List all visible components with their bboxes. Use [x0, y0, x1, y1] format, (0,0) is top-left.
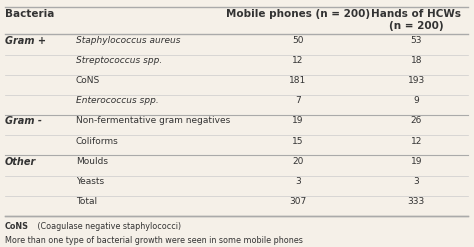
Text: Other: Other — [5, 157, 36, 167]
Text: Staphylococcus aureus: Staphylococcus aureus — [76, 36, 180, 45]
Text: 7: 7 — [295, 96, 301, 105]
Text: 19: 19 — [292, 116, 304, 125]
Text: Gram -: Gram - — [5, 116, 42, 126]
Text: 18: 18 — [410, 56, 422, 65]
Text: Hands of HCWs
(n = 200): Hands of HCWs (n = 200) — [371, 9, 461, 31]
Text: 53: 53 — [410, 36, 422, 45]
Text: (Coagulase negative staphylococci): (Coagulase negative staphylococci) — [36, 222, 182, 231]
Text: 50: 50 — [292, 36, 304, 45]
Text: 19: 19 — [410, 157, 422, 166]
Text: CoNS: CoNS — [76, 76, 100, 85]
Text: 20: 20 — [292, 157, 304, 166]
Text: 15: 15 — [292, 137, 304, 145]
Text: 3: 3 — [413, 177, 419, 186]
Text: Gram +: Gram + — [5, 36, 46, 46]
Text: 333: 333 — [408, 197, 425, 206]
Text: Mobile phones (n = 200): Mobile phones (n = 200) — [226, 9, 370, 19]
Text: Coliforms: Coliforms — [76, 137, 118, 145]
Text: 193: 193 — [408, 76, 425, 85]
Text: Yeasts: Yeasts — [76, 177, 104, 186]
Text: Non-fermentative gram negatives: Non-fermentative gram negatives — [76, 116, 230, 125]
Text: Moulds: Moulds — [76, 157, 108, 166]
Text: CoNS: CoNS — [5, 222, 29, 231]
Text: More than one type of bacterial growth were seen in some mobile phones: More than one type of bacterial growth w… — [5, 236, 302, 245]
Text: 12: 12 — [410, 137, 422, 145]
Text: Total: Total — [76, 197, 97, 206]
Text: 9: 9 — [413, 96, 419, 105]
Text: 3: 3 — [295, 177, 301, 186]
Text: Bacteria: Bacteria — [5, 9, 54, 19]
Text: 307: 307 — [290, 197, 307, 206]
Text: Enterococcus spp.: Enterococcus spp. — [76, 96, 158, 105]
Text: Streptococcus spp.: Streptococcus spp. — [76, 56, 162, 65]
Text: 12: 12 — [292, 56, 304, 65]
Text: 181: 181 — [290, 76, 307, 85]
Text: 26: 26 — [410, 116, 422, 125]
